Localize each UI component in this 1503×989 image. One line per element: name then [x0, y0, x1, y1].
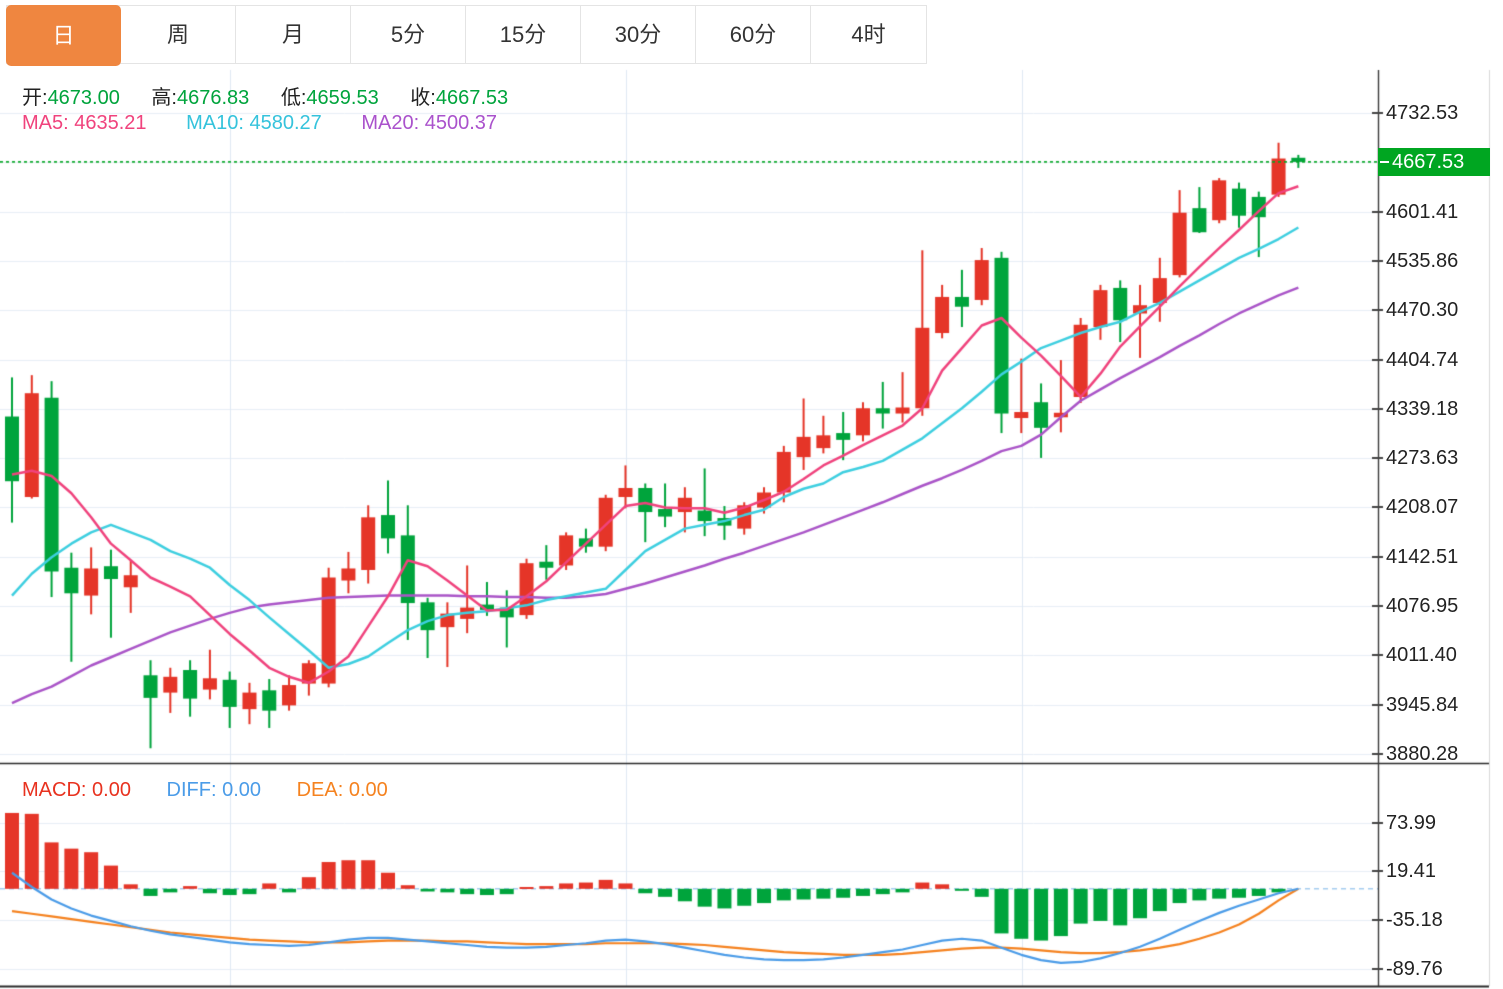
macd-value: MACD: 0.00 — [22, 779, 131, 801]
low-value: 4659.53 — [306, 87, 379, 109]
ma10-readout: MA10: 4580.27 — [186, 112, 322, 134]
price-tick-label: 4404.74 — [1386, 348, 1459, 371]
price-tick-label: 4208.07 — [1386, 496, 1459, 519]
tab-60分[interactable]: 60分 — [696, 6, 811, 63]
price-tick-label: 4470.30 — [1386, 299, 1459, 322]
price-tick-label: 4142.51 — [1386, 545, 1459, 568]
price-tick-label: 4535.86 — [1386, 249, 1459, 272]
tab-日[interactable]: 日 — [6, 5, 121, 66]
price-tick-label: 4601.41 — [1386, 200, 1459, 223]
ma-readout: MA5: 4635.21 MA10: 4580.27 MA20: 4500.37 — [22, 112, 497, 135]
open-label: 开: — [22, 87, 48, 109]
current-price-value: 4667.53 — [1392, 150, 1465, 173]
low-label: 低: — [280, 87, 307, 109]
price-tick-label: 3945.84 — [1386, 693, 1459, 716]
open-value: 4673.00 — [47, 87, 120, 109]
close-value: 4667.53 — [435, 87, 509, 109]
price-tick-label: 3880.28 — [1386, 743, 1459, 766]
ma20-readout: MA20: 4500.37 — [361, 112, 498, 134]
tab-5分[interactable]: 5分 — [351, 6, 466, 63]
tab-30分[interactable]: 30分 — [581, 6, 696, 63]
tab-月[interactable]: 月 — [236, 6, 351, 63]
current-price-tag: 4667.53 — [1378, 147, 1490, 176]
tab-周[interactable]: 周 — [121, 6, 236, 63]
price-tick-label: 4076.95 — [1386, 595, 1459, 618]
macd-tick-label: 19.41 — [1386, 860, 1437, 883]
high-value: 4676.83 — [176, 87, 250, 109]
macd-tick-label: -35.18 — [1386, 909, 1443, 932]
price-tick-label: 4339.18 — [1386, 397, 1459, 420]
tab-15分[interactable]: 15分 — [466, 6, 581, 63]
macd-readout: MACD: 0.00 DIFF: 0.00 DEA: 0.00 — [22, 779, 388, 802]
tab-4时[interactable]: 4时 — [811, 6, 926, 63]
macd-tick-label: 73.99 — [1386, 811, 1437, 834]
price-tick-label: 4732.53 — [1386, 102, 1459, 124]
tag-tick-icon — [1380, 160, 1389, 163]
period-tabbar: 日周月 5分 15分 30分 60分 4时 — [6, 5, 927, 66]
dea-value: DEA: 0.00 — [296, 779, 388, 801]
price-tick-label: 4011.40 — [1386, 644, 1457, 667]
macd-tick-label: -89.76 — [1386, 957, 1443, 980]
ohlc-readout: 开:4673.00 高:4676.83 低:4659.53 收:4667.53 — [22, 81, 534, 110]
high-label: 高: — [151, 87, 177, 109]
price-tick-label: 4273.63 — [1386, 447, 1459, 470]
close-label: 收: — [410, 87, 436, 109]
ma5-readout: MA5: 4635.21 — [22, 112, 147, 134]
diff-value: DIFF: 0.00 — [166, 779, 262, 801]
